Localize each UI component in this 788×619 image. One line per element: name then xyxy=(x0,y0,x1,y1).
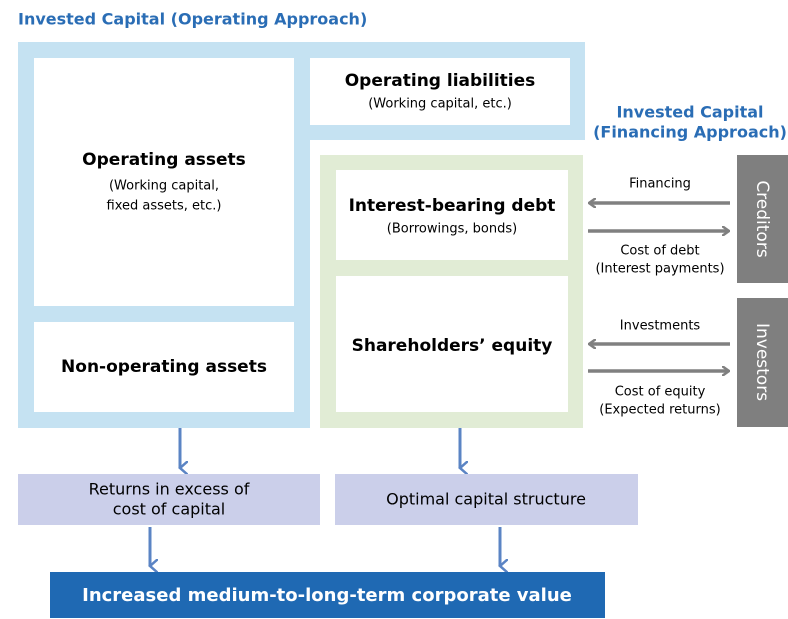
box-sub: (Borrowings, bonds) xyxy=(387,222,517,237)
right-title: (Financing Approach) xyxy=(593,123,787,142)
box xyxy=(34,322,294,412)
actor-box xyxy=(737,155,788,283)
result-label: Increased medium-to-long-term corporate … xyxy=(82,585,572,606)
down-arrows xyxy=(150,428,500,566)
outcome-label: cost of capital xyxy=(113,500,226,519)
box-sub: (Working capital, etc.) xyxy=(368,97,512,112)
box-sub: (Working capital, xyxy=(109,179,219,194)
right-title: Invested Capital xyxy=(616,103,763,122)
flow-label: (Expected returns) xyxy=(599,403,720,418)
outcome-box xyxy=(18,474,320,525)
outcome-label: Returns in excess of xyxy=(89,480,250,499)
box xyxy=(336,276,568,412)
outcome-box xyxy=(335,474,638,525)
box-sub: fixed assets, etc.) xyxy=(107,199,222,214)
flow-label: Cost of debt xyxy=(620,244,699,259)
flow-label: Cost of equity xyxy=(615,385,706,400)
box xyxy=(336,170,568,260)
outcome-label: Optimal capital structure xyxy=(386,490,586,509)
box-title: Operating assets xyxy=(82,150,246,170)
result-box xyxy=(50,572,605,618)
box xyxy=(310,58,570,125)
left-title: Invested Capital (Operating Approach) xyxy=(18,10,367,29)
box-title: Operating liabilities xyxy=(345,71,536,91)
box-title: Shareholders’ equity xyxy=(352,336,553,356)
flow-label: Financing xyxy=(629,177,691,192)
box-title: Interest-bearing debt xyxy=(349,196,556,216)
actor-box xyxy=(737,298,788,427)
actor-label: Creditors xyxy=(752,180,772,258)
flow-label: (Interest payments) xyxy=(595,262,724,277)
box xyxy=(34,58,294,306)
box-title: Non-operating assets xyxy=(61,357,267,377)
arrows xyxy=(588,203,730,371)
flow-label: Investments xyxy=(620,319,701,334)
actor-label: Investors xyxy=(752,323,772,401)
